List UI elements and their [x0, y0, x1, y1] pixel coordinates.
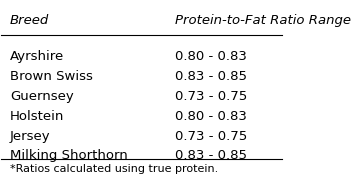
Text: Breed: Breed [10, 14, 49, 27]
Text: 0.83 - 0.85: 0.83 - 0.85 [175, 149, 247, 162]
Text: *Ratios calculated using true protein.: *Ratios calculated using true protein. [10, 164, 218, 174]
Text: Ayrshire: Ayrshire [10, 50, 64, 63]
Text: 0.73 - 0.75: 0.73 - 0.75 [175, 90, 248, 103]
Text: 0.80 - 0.83: 0.80 - 0.83 [175, 50, 247, 63]
Text: 0.83 - 0.85: 0.83 - 0.85 [175, 70, 247, 83]
Text: Holstein: Holstein [10, 110, 64, 123]
Text: Jersey: Jersey [10, 129, 50, 142]
Text: 0.80 - 0.83: 0.80 - 0.83 [175, 110, 247, 123]
Text: Guernsey: Guernsey [10, 90, 73, 103]
Text: Milking Shorthorn: Milking Shorthorn [10, 149, 127, 162]
Text: Protein-to-Fat Ratio Range: Protein-to-Fat Ratio Range [175, 14, 351, 27]
Text: Brown Swiss: Brown Swiss [10, 70, 93, 83]
Text: 0.73 - 0.75: 0.73 - 0.75 [175, 129, 248, 142]
